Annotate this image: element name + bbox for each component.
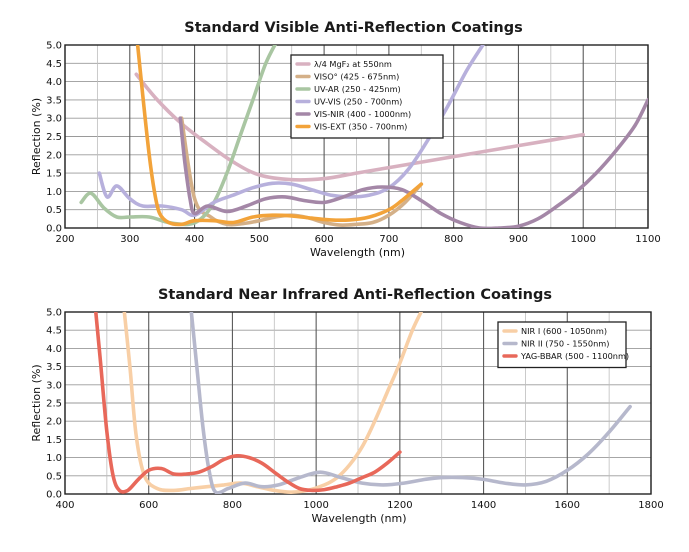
x-axis-label: Wavelength (nm): [310, 246, 405, 259]
legend-box: [497, 321, 627, 369]
series-line-6: [135, 45, 424, 227]
legend-label: YAG-BBAR (500 - 1100nm): [520, 351, 629, 361]
legend-label: NIR II (750 - 1550nm): [521, 339, 609, 349]
x-tick-label: 1000: [303, 500, 328, 511]
x-tick-label: 800: [223, 500, 242, 511]
chart-2: Standard Near Infrared Anti-Reflection C…: [30, 287, 664, 525]
x-tick-label: 1600: [555, 500, 580, 511]
x-tick-label: 300: [120, 234, 139, 245]
y-axis-label: Reflection (%): [30, 364, 43, 441]
x-tick-label: 400: [55, 500, 74, 511]
legend-label: UV-VIS (250 - 700nm): [314, 97, 402, 107]
legend-box: [290, 54, 444, 139]
legend-label: VISO° (425 - 675nm): [314, 72, 399, 82]
y-tick-label: 5.0: [46, 41, 62, 52]
chart-1: Standard Visible Anti-Reflection Coating…: [30, 20, 661, 259]
x-tick-label: 1400: [471, 500, 496, 511]
series-line-2: [189, 312, 632, 494]
legend-label: λ/4 MgF₂ at 550nm: [314, 59, 392, 69]
y-tick-label: 0.0: [46, 224, 62, 235]
y-tick-label: 4.5: [46, 59, 62, 70]
y-tick-label: 1.5: [46, 169, 62, 180]
y-tick-label: 0.5: [46, 471, 62, 482]
x-tick-label: 500: [250, 234, 269, 245]
x-tick-label: 1100: [635, 234, 660, 245]
y-tick-label: 1.0: [46, 453, 62, 464]
y-tick-label: 2.0: [46, 150, 62, 161]
y-tick-label: 3.0: [46, 114, 62, 125]
x-axis-label: Wavelength (nm): [311, 512, 406, 525]
x-tick-label: 1000: [570, 234, 595, 245]
legend-label: VIS-NIR (400 - 1000nm): [314, 109, 411, 119]
legend-label: VIS-EXT (350 - 700nm): [314, 122, 407, 132]
x-tick-label: 1800: [638, 500, 663, 511]
chart-title: Standard Visible Anti-Reflection Coating…: [184, 20, 523, 36]
y-tick-label: 2.5: [46, 399, 62, 410]
x-tick-label: 400: [185, 234, 204, 245]
y-tick-label: 3.5: [46, 362, 62, 373]
plot-frame: [64, 44, 649, 229]
y-tick-label: 1.5: [46, 435, 62, 446]
series-line-1: [134, 72, 585, 182]
series-line-5: [178, 98, 648, 228]
x-tick-label: 1200: [387, 500, 412, 511]
x-tick-label: 700: [379, 234, 398, 245]
y-tick-label: 0.0: [46, 490, 62, 501]
series-group: [93, 312, 632, 494]
series-group: [79, 45, 648, 228]
y-tick-label: 5.0: [46, 308, 62, 319]
y-tick-label: 1.0: [46, 187, 62, 198]
chart-title: Standard Near Infrared Anti-Reflection C…: [158, 287, 552, 303]
y-tick-label: 4.0: [46, 344, 62, 355]
y-tick-label: 2.5: [46, 132, 62, 143]
y-tick-label: 3.0: [46, 380, 62, 391]
series-line-1: [122, 312, 424, 494]
series-line-3: [93, 312, 402, 494]
y-tick-label: 3.5: [46, 95, 62, 106]
legend-label: NIR I (600 - 1050nm): [521, 326, 607, 336]
plot-frame: [64, 311, 652, 495]
legend-label: UV-AR (250 - 425nm): [314, 84, 401, 94]
x-tick-label: 600: [315, 234, 334, 245]
y-tick-label: 4.0: [46, 77, 62, 88]
y-tick-label: 2.0: [46, 417, 62, 428]
y-tick-label: 0.5: [46, 205, 62, 216]
y-axis-label: Reflection (%): [30, 98, 43, 175]
x-tick-label: 900: [509, 234, 528, 245]
y-tick-label: 4.5: [46, 326, 62, 337]
x-tick-label: 200: [55, 234, 74, 245]
series-line-4: [97, 45, 485, 218]
x-tick-label: 800: [444, 234, 463, 245]
x-tick-label: 600: [139, 500, 158, 511]
